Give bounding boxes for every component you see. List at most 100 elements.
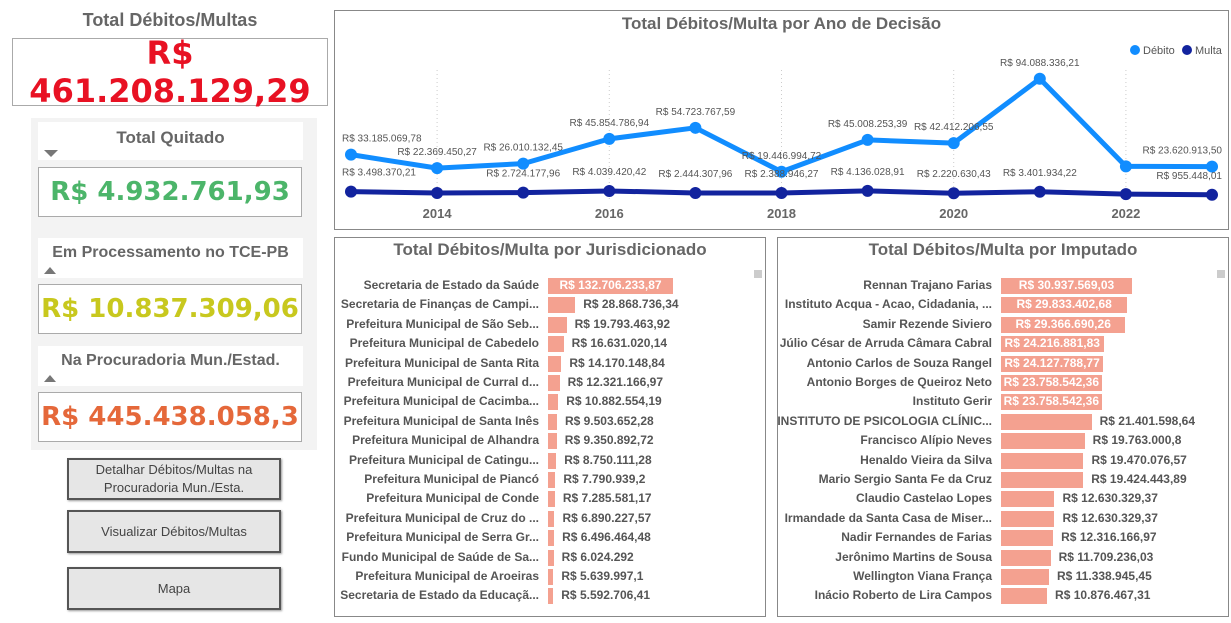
bar-row[interactable]: Prefeitura Municipal de Cruz do ... R$ 6.… — [0, 510, 1231, 527]
bar[interactable] — [548, 278, 673, 294]
bar-category-label: Claudio Castelao Lopes — [855, 491, 992, 506]
bar-value-label: R$ 10.882.554,19 — [566, 394, 662, 409]
bar-row[interactable]: Henaldo Vieira da Silva R$ 19.470.076,57 — [0, 452, 1231, 469]
bar-category-label: Secretaria de Finanças de Campi... — [340, 297, 539, 312]
x-tick-label: 2016 — [595, 206, 624, 221]
collapse-arrow-icon[interactable] — [44, 150, 58, 157]
bar[interactable] — [548, 530, 555, 547]
bar-row[interactable]: Secretaria de Estado da Educaçã... R$ 5.5… — [0, 588, 1231, 605]
bar-row[interactable]: Wellington Viana França R$ 11.338.945,45 — [0, 569, 1231, 585]
bar-row[interactable]: Prefeitura Municipal de Conde R$ 7.285.58… — [0, 491, 1231, 508]
bar-row[interactable]: Instituto Acqua - Acao, Cidadania, ... R$… — [0, 297, 1231, 314]
bar[interactable] — [1001, 433, 1085, 450]
bar[interactable] — [1001, 413, 1092, 430]
scrollbar-thumb[interactable] — [1217, 270, 1225, 278]
bar-row[interactable]: Rennan Trajano Farias R$ 30.937.569,03 — [0, 278, 1231, 294]
bar-row[interactable]: Prefeitura Municipal de Curral d... R$ 12… — [0, 375, 1231, 391]
bar[interactable] — [548, 588, 554, 605]
bar-category-label: INSTITUTO DE PSICOLOGIA CLÍNIC... — [777, 413, 992, 428]
bar-row[interactable]: Prefeitura Municipal de Cacimba... R$ 10.… — [0, 394, 1231, 411]
data-label: R$ 45.854.786,94 — [570, 118, 650, 129]
bar[interactable] — [1001, 336, 1104, 353]
bar[interactable] — [548, 375, 560, 391]
bar[interactable] — [548, 452, 557, 469]
bar-category-label: Mario Sergio Santa Fe da Cruz — [818, 472, 992, 486]
bar-value-label: R$ 7.790.939,2 — [563, 472, 646, 486]
bar-row[interactable]: Júlio César de Arruda Câmara Cabral R$ 24… — [0, 336, 1231, 353]
bar[interactable] — [1001, 452, 1084, 469]
bar-value-label: R$ 19.470.076,57 — [1091, 452, 1187, 467]
bar-row[interactable]: Prefeitura Municipal de Catingu... R$ 8.7… — [0, 452, 1231, 469]
bar[interactable] — [548, 510, 555, 527]
bar-row[interactable]: Prefeitura Municipal de São Seb... R$ 19.… — [0, 316, 1231, 333]
bar-row[interactable]: Prefeitura Municipal de Piancó R$ 7.790.9… — [0, 472, 1231, 488]
bar-row[interactable]: Mario Sergio Santa Fe da Cruz R$ 19.424.4… — [0, 472, 1231, 488]
bar[interactable] — [548, 491, 555, 508]
bar-row[interactable]: Jerônimo Martins de Sousa R$ 11.709.236,0… — [0, 549, 1231, 566]
bar[interactable] — [1001, 297, 1128, 314]
bar-row[interactable]: Nadir Fernandes de Farias R$ 12.316.166,9… — [0, 530, 1231, 547]
data-point — [775, 165, 788, 178]
bar-value-label: R$ 28.868.736,34 — [583, 297, 679, 312]
detalhar-button[interactable]: Detalhar Débitos/Multas na Procuradoria … — [67, 458, 281, 500]
mapa-button[interactable]: Mapa — [67, 567, 281, 610]
data-label: R$ 33.185.069,78 — [342, 134, 422, 145]
bar-row[interactable]: INSTITUTO DE PSICOLOGIA CLÍNIC... R$ 21.4… — [0, 413, 1231, 430]
bar[interactable] — [548, 433, 557, 450]
bar-row[interactable]: Antonio Carlos de Souza Rangel R$ 24.127.… — [0, 355, 1231, 372]
bar-value-label: R$ 24.127.788,77 — [1004, 355, 1100, 370]
bar[interactable] — [1001, 355, 1104, 372]
processamento-header[interactable]: Em Processamento no TCE-PB — [38, 238, 303, 278]
bar[interactable] — [1001, 588, 1048, 605]
bar[interactable] — [1001, 510, 1055, 527]
bar[interactable] — [1001, 491, 1055, 508]
bar-row[interactable]: Secretaria de Finanças de Campi... R$ 28.… — [0, 297, 1231, 314]
bar-value-label: R$ 10.876.467,31 — [1055, 588, 1151, 603]
bar[interactable] — [548, 394, 559, 411]
bar-row[interactable]: Prefeitura Municipal de Santa Rita R$ 14.… — [0, 355, 1231, 372]
bar-row[interactable]: Francisco Alípio Neves R$ 19.763.000,8 — [0, 433, 1231, 450]
bar-row[interactable]: Irmandade da Santa Casa de Miser... R$ 12… — [0, 510, 1231, 527]
bar[interactable] — [548, 297, 576, 314]
bar-row[interactable]: Prefeitura Municipal de Santa Inês R$ 9.5… — [0, 413, 1231, 430]
bar-row[interactable]: Prefeitura Municipal de Cabedelo R$ 16.63… — [0, 336, 1231, 353]
bar[interactable] — [548, 413, 557, 430]
expand-arrow-icon[interactable] — [44, 375, 56, 382]
expand-arrow-icon[interactable] — [44, 267, 56, 274]
bar[interactable] — [1001, 569, 1049, 585]
processamento-title: Em Processamento no TCE-PB — [52, 244, 289, 261]
bar-value-label: R$ 7.285.581,17 — [562, 491, 652, 506]
bar[interactable] — [1001, 278, 1132, 294]
bar[interactable] — [548, 549, 554, 566]
bar-row[interactable]: Prefeitura Municipal de Aroeiras R$ 5.639… — [0, 569, 1231, 585]
bar-row[interactable]: Claudio Castelao Lopes R$ 12.630.329,37 — [0, 491, 1231, 508]
procuradoria-header[interactable]: Na Procuradoria Mun./Estad. — [38, 346, 303, 386]
bar[interactable] — [1001, 472, 1084, 488]
bar[interactable] — [548, 569, 554, 585]
bar-row[interactable]: Prefeitura Municipal de Serra Gr... R$ 6.… — [0, 530, 1231, 547]
bar[interactable] — [1001, 316, 1126, 333]
data-point — [603, 184, 616, 197]
scrollbar-thumb[interactable] — [754, 270, 762, 278]
bar[interactable] — [548, 355, 562, 372]
bar[interactable] — [548, 336, 564, 353]
bar-row[interactable]: Secretaria de Estado da Saúde R$ 132.706.… — [0, 278, 1231, 294]
bar-row[interactable]: Antonio Borges de Queiroz Neto R$ 23.758.… — [0, 375, 1231, 391]
bar[interactable] — [1001, 530, 1054, 547]
bar-category-label: Prefeitura Municipal de Cruz do ... — [345, 510, 539, 525]
bar-row[interactable]: Inácio Roberto de Lira Campos R$ 10.876.4… — [0, 588, 1231, 605]
quitado-header[interactable]: Total Quitado — [38, 122, 303, 160]
bar[interactable] — [548, 316, 567, 333]
bar-row[interactable]: Instituto Gerir R$ 23.758.542,36 — [0, 394, 1231, 411]
bar-value-label: R$ 12.321.166,97 — [567, 375, 664, 389]
bar[interactable] — [1001, 549, 1051, 566]
bar[interactable] — [1001, 375, 1102, 391]
bar-row[interactable]: Samir Rezende Siviero R$ 29.366.690,26 — [0, 316, 1231, 333]
visualizar-button[interactable]: Visualizar Débitos/Multas — [67, 510, 281, 553]
bar-row[interactable]: Fundo Municipal de Saúde de Sa... R$ 6.02… — [0, 549, 1231, 566]
bar-category-label: Prefeitura Municipal de Santa Inês — [343, 413, 539, 428]
bar-category-label: Prefeitura Municipal de São Seb... — [346, 316, 539, 331]
bar[interactable] — [1001, 394, 1102, 411]
bar-row[interactable]: Prefeitura Municipal de Alhandra R$ 9.350… — [0, 433, 1231, 450]
bar[interactable] — [548, 472, 556, 488]
